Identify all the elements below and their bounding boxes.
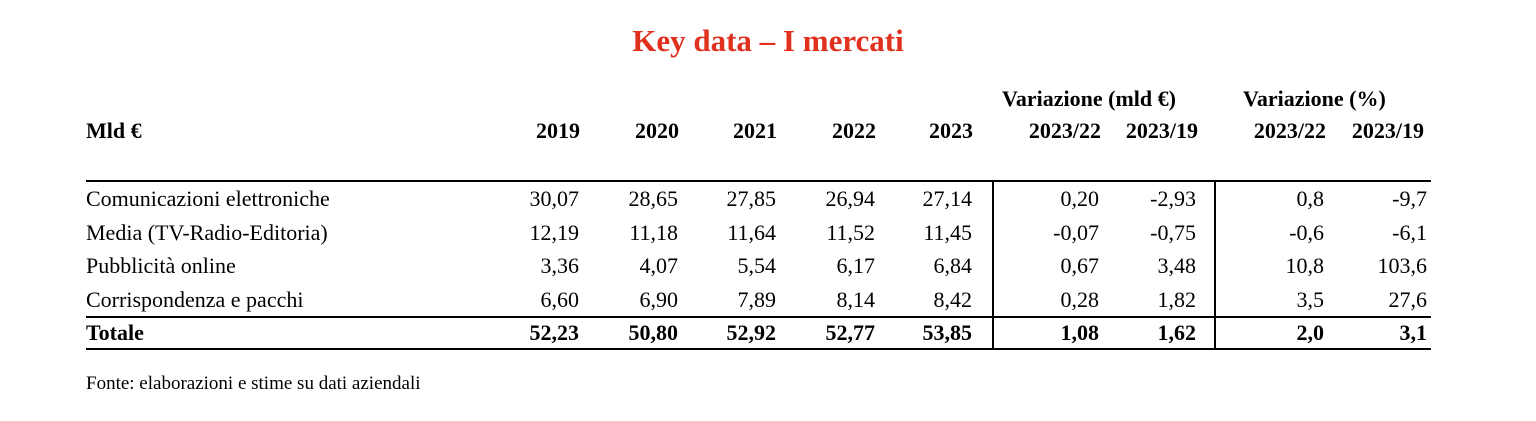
col-header-2020: 2020 — [635, 118, 679, 143]
cell-2019: 52,23 — [529, 320, 580, 345]
row-label: Media (TV-Radio-Editoria) — [86, 220, 328, 245]
unit-label: Mld € — [86, 118, 142, 143]
cell-var-abs-23-22: 0,28 — [1060, 287, 1100, 312]
cell-2019: 6,60 — [540, 287, 580, 312]
table-row-totale: Totale 52,23 50,80 52,92 52,77 53,85 1,0… — [0, 317, 1536, 348]
cell-var-pct-23-22: -0,6 — [1289, 220, 1324, 245]
header-rule — [86, 180, 1431, 182]
cell-var-pct-23-19: 27,6 — [1388, 287, 1428, 312]
cell-var-abs-23-22: 1,08 — [1060, 320, 1100, 345]
cell-2022: 11,52 — [826, 220, 875, 245]
cell-2023: 8,42 — [933, 287, 973, 312]
cell-2020: 28,65 — [628, 186, 679, 211]
cell-2020: 4,07 — [639, 253, 679, 278]
col-header-var-pct-2023-19: 2023/19 — [1351, 118, 1424, 143]
col-header-var-pct-2023-22: 2023/22 — [1253, 118, 1326, 143]
cell-var-pct-23-19: -6,1 — [1392, 220, 1427, 245]
row-label: Corrispondenza e pacchi — [86, 287, 304, 312]
cell-2023: 53,85 — [922, 320, 973, 345]
col-header-var-abs-2023-19: 2023/19 — [1125, 118, 1198, 143]
cell-2020: 11,18 — [629, 220, 678, 245]
cell-2022: 52,77 — [825, 320, 876, 345]
cell-2021: 27,85 — [726, 186, 777, 211]
cell-var-abs-23-19: 3,48 — [1157, 253, 1197, 278]
table-row-pubblicita: Pubblicità online 3,36 4,07 5,54 6,17 6,… — [0, 250, 1536, 281]
variation-abs-header: Variazione (mld €) — [1002, 86, 1176, 111]
col-header-2023: 2023 — [929, 118, 973, 143]
cell-var-pct-23-22: 2,0 — [1296, 320, 1325, 345]
cell-2019: 3,36 — [540, 253, 580, 278]
separator-left — [992, 181, 994, 349]
variation-pct-header: Variazione (%) — [1243, 86, 1386, 111]
cell-2021: 11,64 — [727, 220, 776, 245]
col-header-2019: 2019 — [536, 118, 580, 143]
cell-var-abs-23-22: 0,67 — [1060, 253, 1100, 278]
row-label: Comunicazioni elettroniche — [86, 186, 330, 211]
cell-2022: 8,14 — [836, 287, 876, 312]
cell-var-abs-23-19: 1,82 — [1157, 287, 1197, 312]
cell-2021: 52,92 — [726, 320, 777, 345]
row-label: Pubblicità online — [86, 253, 236, 278]
col-header-var-abs-2023-22: 2023/22 — [1028, 118, 1101, 143]
col-header-2021: 2021 — [733, 118, 777, 143]
cell-2022: 6,17 — [836, 253, 876, 278]
cell-2021: 7,89 — [737, 287, 777, 312]
cell-2022: 26,94 — [825, 186, 876, 211]
cell-2019: 30,07 — [529, 186, 580, 211]
bottom-rule — [86, 348, 1431, 350]
cell-2021: 5,54 — [737, 253, 777, 278]
cell-var-abs-23-19: -0,75 — [1150, 220, 1196, 245]
cell-var-abs-23-19: -2,93 — [1150, 186, 1196, 211]
cell-2020: 50,80 — [628, 320, 679, 345]
cell-var-abs-23-22: -0,07 — [1053, 220, 1099, 245]
cell-var-abs-23-22: 0,20 — [1060, 186, 1100, 211]
cell-var-abs-23-19: 1,62 — [1157, 320, 1197, 345]
cell-var-pct-23-19: -9,7 — [1392, 186, 1427, 211]
cell-2020: 6,90 — [639, 287, 679, 312]
table-row-corrispondenza: Corrispondenza e pacchi 6,60 6,90 7,89 8… — [0, 284, 1536, 315]
col-header-2022: 2022 — [832, 118, 876, 143]
row-label: Totale — [86, 320, 144, 345]
cell-2019: 12,19 — [529, 220, 580, 245]
page-title: Key data – I mercati — [632, 23, 904, 58]
table-row-media: Media (TV-Radio-Editoria) 12,19 11,18 11… — [0, 217, 1536, 248]
table-row-comunicazioni: Comunicazioni elettroniche 30,07 28,65 2… — [0, 183, 1536, 214]
source-note: Fonte: elaborazioni e stime su dati azie… — [86, 373, 421, 394]
total-rule — [86, 316, 1431, 318]
cell-var-pct-23-22: 0,8 — [1296, 186, 1325, 211]
cell-2023: 6,84 — [933, 253, 973, 278]
cell-var-pct-23-19: 103,6 — [1377, 253, 1428, 278]
cell-2023: 11,45 — [923, 220, 972, 245]
cell-var-pct-23-19: 3,1 — [1399, 320, 1428, 345]
cell-2023: 27,14 — [922, 186, 973, 211]
cell-var-pct-23-22: 10,8 — [1285, 253, 1325, 278]
separator-right — [1214, 181, 1216, 349]
cell-var-pct-23-22: 3,5 — [1296, 287, 1325, 312]
